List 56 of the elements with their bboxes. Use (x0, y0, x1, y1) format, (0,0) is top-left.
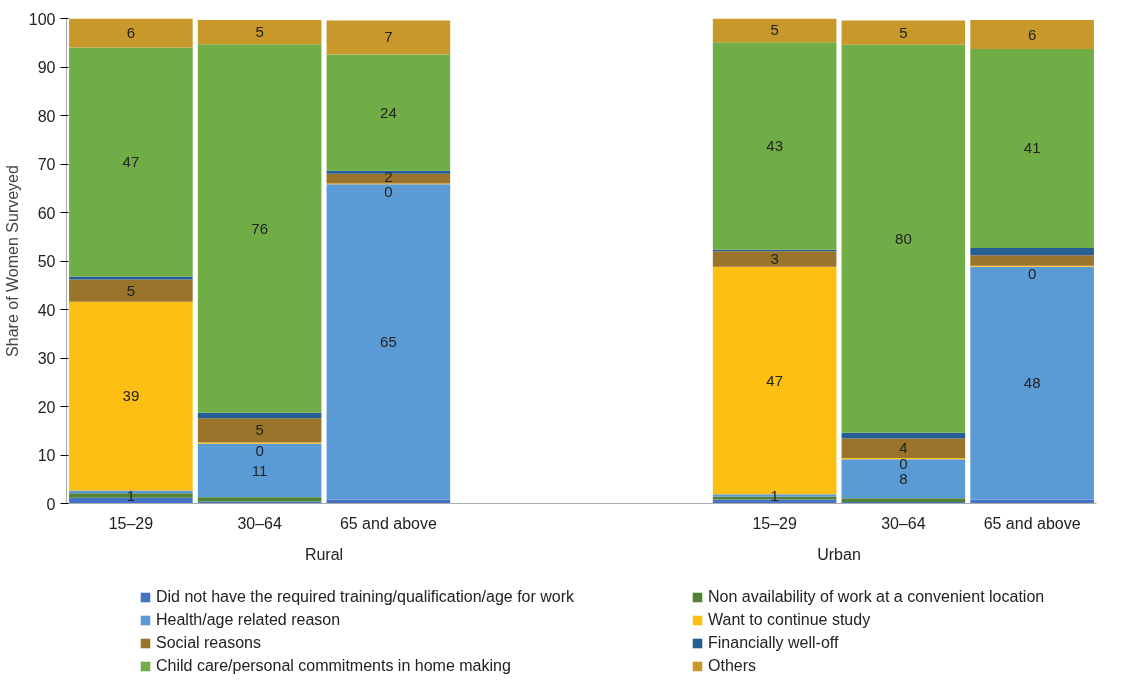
legend-label: Health/age related reason (156, 611, 341, 629)
data-label: 24 (380, 103, 397, 121)
data-label: 47 (122, 153, 140, 171)
legend-label: Social reasons (156, 634, 261, 652)
data-label: 5 (255, 23, 264, 41)
x-tick-label: 30–64 (237, 514, 282, 532)
data-label: 48 (1023, 374, 1041, 392)
legend-label: Child care/personal commitments in home making (156, 657, 511, 675)
y-tick-label: 10 (37, 447, 56, 464)
data-label: 4 (899, 439, 908, 457)
y-tick-label: 0 (46, 495, 56, 513)
y-tick-label: 90 (37, 59, 56, 76)
y-axis-title: Share of Women Surveyed (3, 165, 21, 357)
x-tick-label: 15–29 (108, 514, 154, 532)
x-tick-label: 30–64 (881, 514, 926, 532)
data-label: 3 (770, 250, 779, 268)
data-label: 11 (251, 461, 268, 479)
data-label: 43 (766, 137, 783, 155)
data-label: 76 (251, 219, 268, 237)
text: Rural (304, 545, 344, 563)
x-tick-label: 15–29 (752, 514, 797, 532)
legend-label: Non availability of work at a convenient location (708, 588, 1045, 606)
legend-label: Did not have the required training/qualification/age for work (156, 588, 575, 606)
data-label: 0 (1027, 265, 1037, 283)
data-label: 5 (899, 23, 908, 41)
data-label: 41 (1023, 139, 1041, 157)
y-tick-label: 60 (37, 204, 56, 222)
y-tick-label: 50 (37, 253, 56, 270)
data-label: 6 (126, 24, 136, 42)
data-label: 0 (255, 442, 264, 460)
data-label: 8 (899, 469, 908, 487)
data-label: 0 (384, 182, 393, 200)
data-label: 1 (126, 487, 136, 504)
text: Urban (817, 545, 861, 563)
legend-label: Others (708, 657, 757, 675)
y-tick-label: 100 (28, 10, 56, 28)
y-tick-label: 70 (37, 156, 56, 173)
data-label: 1 (770, 487, 779, 504)
y-tick-label: 80 (37, 107, 56, 125)
x-tick-label: 65 and above (339, 514, 437, 532)
data-label: 6 (1027, 25, 1037, 43)
x-tick-label: 65 and above (983, 514, 1081, 532)
data-label: 39 (122, 387, 140, 405)
data-label: 7 (384, 28, 393, 46)
data-label: 65 (380, 332, 397, 350)
data-label: 47 (766, 371, 783, 389)
data-label: 5 (255, 421, 264, 439)
y-tick-label: 30 (37, 350, 56, 367)
y-tick-label: 20 (37, 398, 56, 416)
legend-label: Want to continue study (708, 611, 871, 629)
y-tick-label: 40 (37, 301, 56, 319)
data-label: 0 (899, 454, 908, 472)
legend-label: Financially well-off (708, 634, 839, 652)
data-label: 5 (770, 21, 779, 39)
data-label: 80 (895, 229, 912, 247)
data-label: 5 (126, 281, 136, 299)
